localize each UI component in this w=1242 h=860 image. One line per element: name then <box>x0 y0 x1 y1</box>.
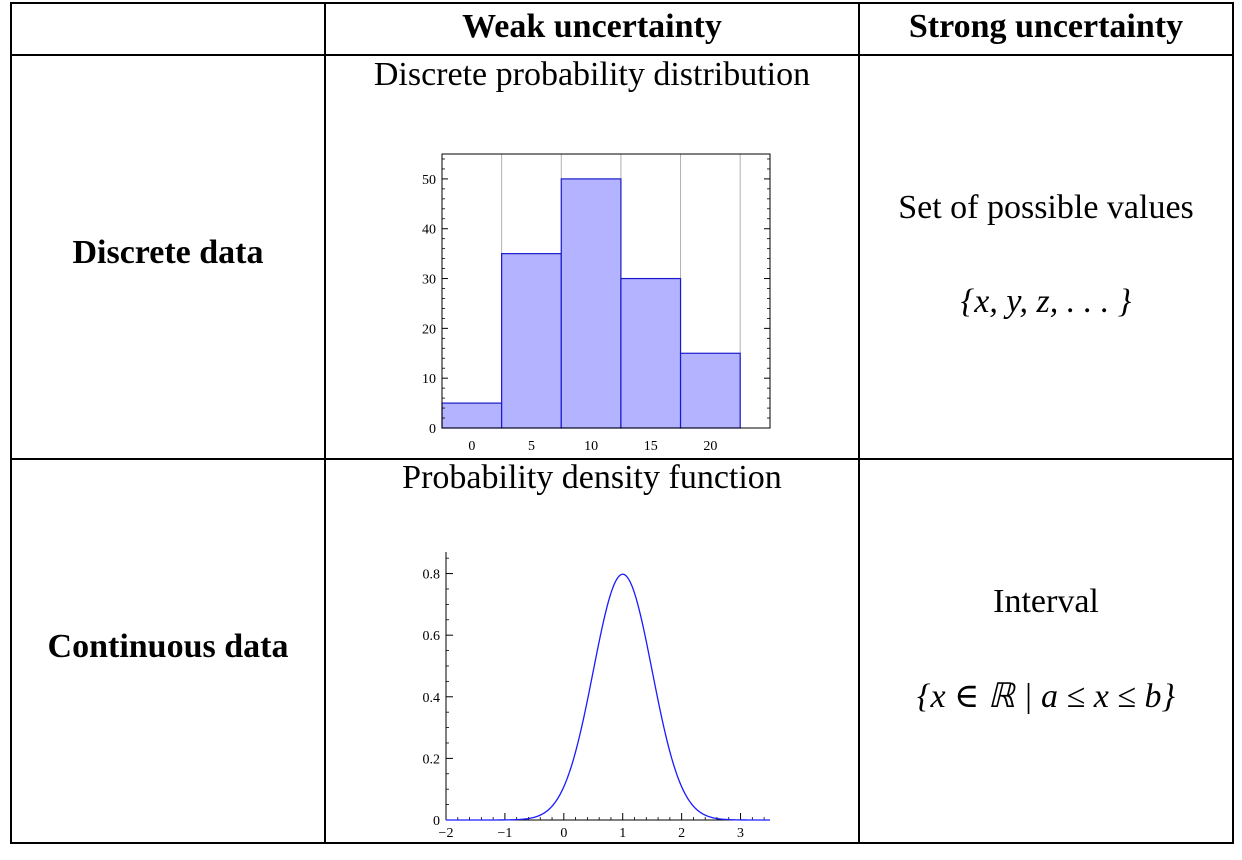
density-xtick-label: 2 <box>678 826 685 841</box>
histogram-ytick-label: 40 <box>422 223 436 238</box>
histogram-xtick-label: 20 <box>703 439 717 454</box>
table-border-bottom <box>10 842 1234 844</box>
histogram-ytick-label: 10 <box>422 372 436 387</box>
histogram-ytick-label: 50 <box>422 173 436 188</box>
header-strong-uncertainty: Strong uncertainty <box>908 8 1184 45</box>
discrete-distribution-title: Discrete probability distribution <box>373 56 811 93</box>
density-xtick-label: −1 <box>497 826 512 841</box>
histogram-bar <box>560 178 622 429</box>
histogram-xtick-label: 10 <box>584 439 598 454</box>
interval-title: Interval <box>993 583 1099 620</box>
histogram-bar <box>620 277 682 429</box>
table-col-divider-2 <box>858 2 860 844</box>
density-ytick-label: 0.2 <box>423 752 441 767</box>
table-border-top <box>10 2 1234 4</box>
row-label-continuous: Continuous data <box>47 628 289 665</box>
density-xtick-label: 1 <box>619 826 626 841</box>
histogram-bar <box>501 253 562 429</box>
density-xtick-label: 3 <box>737 826 744 841</box>
density-curve <box>446 573 770 821</box>
density-ytick-label: 0.6 <box>423 629 441 644</box>
density-ytick-label: 0.4 <box>423 691 441 706</box>
set-expression: {x, y, z, . . . } <box>960 283 1132 320</box>
table-border-left <box>10 2 12 844</box>
table-row-divider <box>10 458 1234 460</box>
table-border-right <box>1232 2 1234 844</box>
interval-expression: {x ∈ ℝ | a ≤ x ≤ b} <box>916 678 1176 715</box>
histogram-xtick-label: 15 <box>644 439 658 454</box>
density-xtick-label: −2 <box>439 826 454 841</box>
set-of-values-title: Set of possible values <box>898 189 1194 226</box>
histogram-frame <box>441 153 771 429</box>
density-function-title: Probability density function <box>402 459 782 496</box>
histogram-xtick-label: 5 <box>528 439 535 454</box>
header-weak-uncertainty: Weak uncertainty <box>462 8 722 45</box>
table-col-divider-1 <box>324 2 326 844</box>
histogram-ytick-label: 20 <box>422 322 436 337</box>
density-xtick-label: 0 <box>560 826 567 841</box>
density-ytick-label: 0.8 <box>423 568 441 583</box>
histogram-ytick-label: 30 <box>422 273 436 288</box>
histogram-xtick-label: 0 <box>468 439 475 454</box>
table-header-divider <box>10 54 1234 56</box>
row-label-discrete: Discrete data <box>72 234 264 271</box>
density-ytick-label: 0 <box>433 814 440 829</box>
histogram-ytick-label: 0 <box>429 422 436 437</box>
